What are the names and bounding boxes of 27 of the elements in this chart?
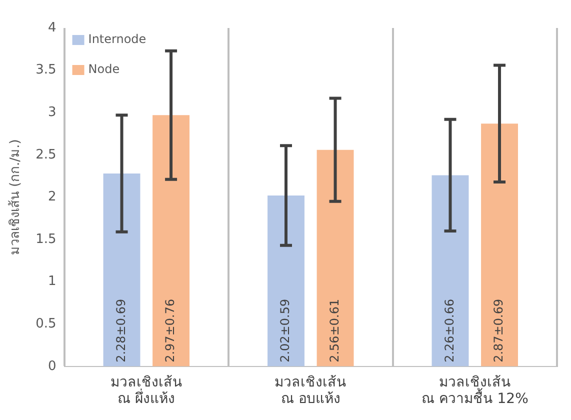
y-tick-label: 0 [48, 358, 56, 374]
data-label: 2.02±0.59 [278, 298, 292, 362]
x-tick-label: มวลเชิงเส้น ณ ความชื้น 12% [421, 374, 528, 408]
bar [316, 150, 354, 366]
y-tick-label: 1.5 [36, 232, 56, 247]
y-tick-label: 3 [48, 104, 56, 120]
data-label: 2.28±0.69 [114, 298, 128, 362]
y-tick-label: 2 [48, 190, 56, 205]
data-label: 2.97±0.76 [163, 298, 178, 362]
bar [268, 196, 304, 366]
y-tick-label: 2.5 [36, 147, 56, 162]
y-tick-label: 4 [48, 20, 56, 36]
legend-label: Node [88, 62, 120, 76]
data-label: 2.56±0.61 [327, 298, 342, 362]
x-tick-label: มวลเชิงเส้น ณ ผึ่งแห้ง [110, 374, 182, 408]
y-tick-label: 1 [48, 274, 56, 290]
bar [432, 175, 469, 366]
y-tick-label: 3.5 [36, 62, 56, 78]
y-axis-title: มวลเชิงเส้น (กก./ม.) [8, 139, 24, 256]
legend-label: Internode [88, 32, 146, 46]
bar [152, 115, 190, 366]
data-label: 2.26±0.66 [442, 298, 456, 362]
x-tick-label: มวลเชิงเส้น ณ อบแห้ง [274, 374, 347, 408]
data-label: 2.87±0.69 [492, 298, 506, 362]
bar [481, 124, 518, 366]
bar [103, 174, 140, 366]
y-tick-label: 0.5 [36, 316, 56, 332]
